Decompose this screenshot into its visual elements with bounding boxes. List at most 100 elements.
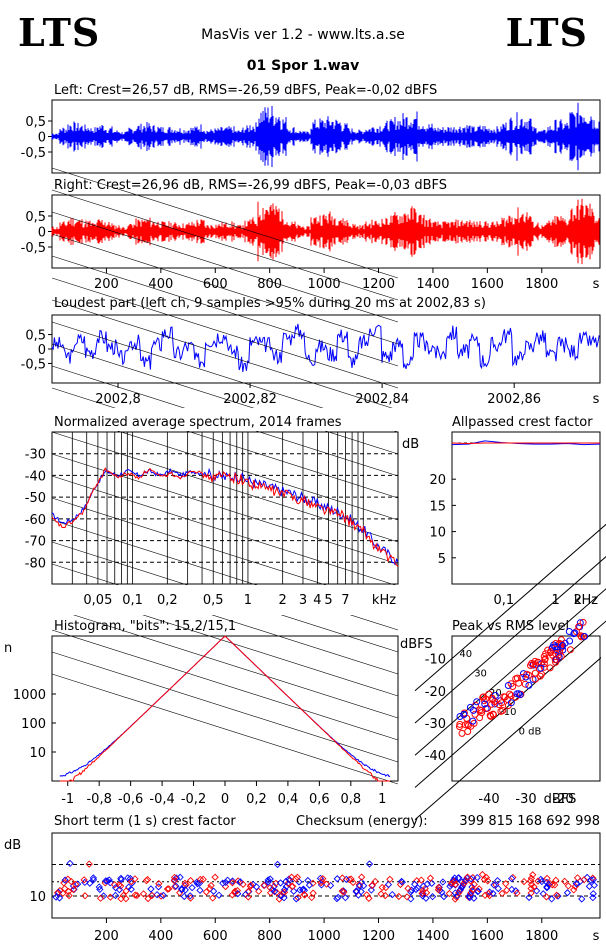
- short_term_crest-point: [381, 891, 389, 900]
- short_term_crest-point: [106, 893, 115, 901]
- short_term_crest-point: [122, 895, 130, 903]
- peak_vs_rms-point: [547, 649, 554, 657]
- histogram-xtick-label: 0,2: [246, 792, 267, 807]
- short_term_crest-point: [475, 885, 483, 893]
- app-title: MasVis ver 1.2 - www.lts.a.se: [201, 27, 405, 43]
- short_term_crest-point: [450, 878, 458, 886]
- short_term_crest-point: [388, 890, 396, 899]
- spectrum-xtick-label: 0,1: [122, 593, 143, 608]
- spectrum-slope-line: [51, 387, 399, 499]
- short_term_crest-point: [96, 894, 105, 902]
- loudest_part-xlabel: s: [593, 392, 600, 407]
- short_term_crest-point: [180, 892, 188, 901]
- short_term_crest-point: [583, 873, 591, 882]
- peak_vs_rms-point: [581, 633, 588, 640]
- spectrum-xtick-label: 2: [279, 593, 287, 608]
- short_term_crest-point: [552, 891, 561, 899]
- peak_vs_rms-point: [537, 664, 545, 672]
- short_term_crest-point: [589, 893, 597, 902]
- short_term_crest-point: [397, 877, 406, 886]
- spectrum-xtick-label: 5: [324, 593, 332, 608]
- peak_vs_rms-point: [566, 637, 574, 645]
- short_term_crest-point: [239, 880, 247, 888]
- short_term_crest-point: [345, 875, 353, 884]
- peak_vs_rms-point: [458, 729, 466, 737]
- short_term_crest-xtick-label: 1800: [525, 929, 558, 944]
- short_term_crest-xtick-label: 400: [148, 929, 173, 944]
- spectrum-slope-line: [51, 233, 399, 345]
- short_term_crest-point: [333, 894, 341, 903]
- short_term_crest-point: [455, 874, 463, 882]
- spectrum-slope-line: [51, 343, 399, 455]
- peak_vs_rms-point: [552, 658, 560, 666]
- short_term_crest-point: [124, 874, 132, 882]
- short_term_crest-checksum-value: 399 815 168 692 998: [459, 814, 600, 829]
- short_term_crest-point: [144, 894, 152, 903]
- short_term_crest-xtick-label: 800: [257, 929, 282, 944]
- short_term_crest-point: [95, 883, 103, 891]
- short_term_crest-point: [207, 881, 215, 890]
- short_term_crest-point: [357, 887, 365, 896]
- short_term_crest-point: [474, 887, 482, 896]
- peak_vs_rms-point: [456, 720, 464, 728]
- short_term_crest-point: [102, 877, 110, 885]
- peak_vs_rms-point: [531, 675, 539, 683]
- short_term_crest-point: [589, 890, 597, 898]
- short_term_crest-point: [64, 887, 73, 896]
- short_term_crest-point: [578, 895, 586, 903]
- histogram-ytick-label: 1000: [13, 688, 46, 703]
- short_term_crest-point: [411, 880, 419, 888]
- peak_vs_rms-point: [552, 640, 560, 647]
- short_term_crest-point: [131, 891, 139, 899]
- allpassed_crest-ytick-label: 10: [429, 526, 446, 541]
- short_term_crest-point: [395, 892, 403, 901]
- short_term_crest-point: [117, 882, 125, 890]
- short_term_crest-point: [417, 876, 425, 884]
- short_term_crest-point: [122, 887, 130, 895]
- short_term_crest-point: [266, 875, 274, 883]
- short_term_crest-point: [115, 886, 124, 894]
- short_term_crest-point: [211, 873, 219, 881]
- short_term_crest-point: [451, 889, 459, 897]
- peak_vs_rms-diag-label: 20: [489, 688, 502, 699]
- histogram-xtick-label: 0,4: [278, 792, 299, 807]
- short_term_crest-point: [233, 886, 242, 895]
- short_term_crest-point: [507, 874, 516, 883]
- peak_vs_rms-ytick-label: -30: [425, 717, 446, 732]
- short_term_crest-point: [570, 886, 578, 894]
- spectrum-slope-line: [51, 255, 399, 367]
- short_term_crest-point: [228, 879, 237, 887]
- short_term_crest-point: [186, 876, 195, 885]
- short_term_crest-point: [219, 879, 227, 887]
- short_term_crest-point: [512, 887, 520, 895]
- histogram-ylabel: n: [4, 641, 12, 656]
- spectrum-title: Normalized average spectrum, 2014 frames: [54, 415, 342, 430]
- short_term_crest-point: [502, 880, 510, 888]
- right_wave-xtick-label: 600: [203, 277, 228, 292]
- short_term_crest-point: [128, 879, 136, 887]
- short_term_crest-point: [481, 891, 489, 899]
- short_term_crest-point: [69, 885, 78, 894]
- short_term_crest-point: [368, 881, 376, 890]
- short_term_crest-point: [126, 874, 134, 883]
- spectrum-slope-line: [51, 277, 399, 389]
- short_term_crest-point: [542, 893, 551, 901]
- peak_vs_rms-point: [460, 710, 468, 718]
- spectrum-slope-line: [51, 629, 399, 741]
- short_term_crest-point: [403, 893, 411, 901]
- peak_vs_rms-point: [469, 706, 477, 714]
- short_term_crest-point: [196, 875, 205, 884]
- allpassed_crest-frame: [451, 431, 601, 585]
- short_term_crest-point: [255, 887, 263, 895]
- peak_vs_rms-point: [464, 728, 472, 735]
- short_term_crest-point: [494, 884, 502, 893]
- peak_vs_rms-diag-label: 30: [474, 668, 487, 679]
- short_term_crest-point: [552, 876, 560, 884]
- short_term_crest-point: [468, 883, 476, 891]
- short_term_crest-point: [342, 875, 350, 883]
- spectrum-slope-line: [51, 299, 399, 411]
- short_term_crest-point: [72, 880, 80, 889]
- right_wave-xtick-label: 1400: [416, 277, 449, 292]
- short_term_crest-point: [81, 892, 89, 900]
